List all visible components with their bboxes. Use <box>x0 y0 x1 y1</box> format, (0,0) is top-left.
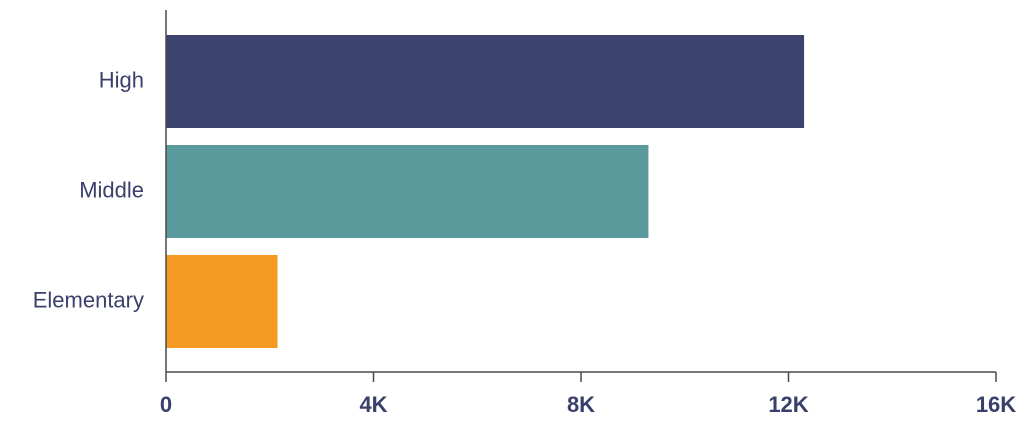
category-label-high: High <box>99 67 144 92</box>
category-label-middle: Middle <box>79 177 144 202</box>
x-tick-label: 4K <box>359 392 387 417</box>
x-tick-label: 12K <box>768 392 808 417</box>
x-ticks-layer: 0 4K 8K 12K 16K <box>160 372 1016 417</box>
category-label-elementary: Elementary <box>33 287 144 312</box>
x-tick-label: 8K <box>567 392 595 417</box>
x-tick-label: 0 <box>160 392 172 417</box>
bars-layer <box>166 35 805 348</box>
x-tick-label: 16K <box>976 392 1016 417</box>
bar-high <box>166 35 805 128</box>
category-labels-layer: High Middle Elementary <box>33 67 144 312</box>
bar-middle <box>166 145 649 238</box>
bar-elementary <box>166 255 278 348</box>
